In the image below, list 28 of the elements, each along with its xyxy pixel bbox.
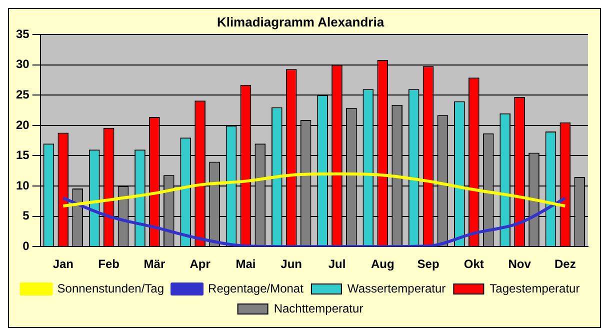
y-tick-label: 25	[16, 87, 30, 102]
y-tick-label: 0	[22, 238, 30, 253]
y-tick-label: 20	[16, 118, 30, 132]
legend-label: Regentage/Monat	[208, 281, 304, 296]
y-tick-label: 30	[16, 57, 30, 72]
x-tick-label: Jun	[280, 257, 302, 272]
x-tick-label: Dez	[554, 257, 576, 272]
y-tick-label: 10	[16, 178, 30, 192]
y-tick-label: 35	[16, 26, 30, 41]
legend-label: Nachttemperatur	[274, 301, 364, 316]
x-tick-label: Apr	[190, 257, 211, 272]
legend-label: Tagestemperatur	[490, 281, 580, 296]
y-tick-label: 15	[16, 148, 30, 162]
x-tick-label: Mai	[236, 257, 256, 272]
x-tick-label: Sep	[417, 257, 440, 272]
line-series	[62, 196, 567, 247]
legend-label: Sonnenstunden/Tag	[57, 281, 164, 296]
line-series	[62, 172, 567, 208]
x-tick-label: Okt	[464, 257, 484, 272]
x-tick-label: Feb	[98, 257, 120, 272]
y-tick-label: 5	[22, 208, 30, 223]
chart-title: Klimadiagramm Alexandria	[216, 14, 385, 30]
x-tick-label: Aug	[370, 257, 394, 272]
legend-label: Wassertemperatur	[347, 281, 446, 296]
x-tick-label: Jul	[328, 257, 346, 272]
x-tick-label: Nov	[508, 257, 532, 272]
x-tick-label: Mär	[144, 257, 166, 272]
x-tick-label: Jan	[52, 257, 74, 272]
